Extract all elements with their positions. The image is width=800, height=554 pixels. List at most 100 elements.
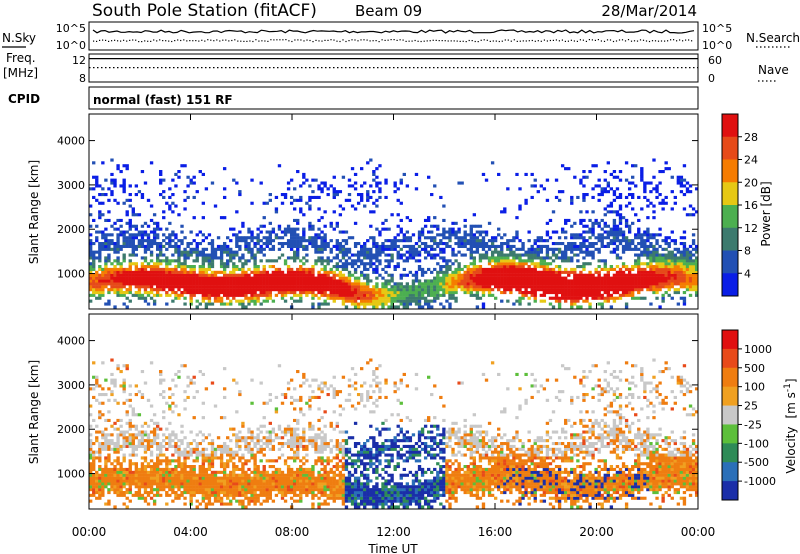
power-cell bbox=[286, 270, 291, 274]
velocity-cell bbox=[113, 444, 117, 448]
power-cell bbox=[560, 282, 565, 286]
power-cell bbox=[679, 270, 684, 274]
velocity-cell bbox=[137, 439, 142, 443]
power-cell bbox=[469, 293, 473, 297]
power-cell bbox=[332, 190, 336, 194]
velocity-cell bbox=[128, 418, 132, 422]
power-cell bbox=[210, 282, 215, 286]
power-cell bbox=[192, 285, 196, 289]
power-cell bbox=[682, 270, 687, 274]
power-cell bbox=[107, 247, 111, 251]
power-cell bbox=[311, 270, 315, 274]
power-cell bbox=[381, 267, 385, 271]
power-cell bbox=[369, 210, 373, 214]
power-cell bbox=[89, 250, 93, 254]
velocity-cell bbox=[134, 433, 139, 437]
power-cell bbox=[366, 282, 370, 286]
power-cell bbox=[195, 244, 199, 248]
power-cell bbox=[442, 288, 446, 292]
power-cell bbox=[618, 204, 623, 208]
power-cell bbox=[646, 233, 650, 237]
nsearch-point bbox=[465, 41, 467, 43]
power-cell bbox=[493, 265, 498, 269]
power-cell bbox=[259, 259, 263, 263]
power-cell bbox=[256, 247, 260, 251]
power-cell bbox=[609, 230, 614, 234]
velocity-cell bbox=[98, 447, 102, 451]
power-cell bbox=[390, 259, 394, 263]
power-cell bbox=[375, 181, 379, 185]
nsearch-point bbox=[381, 39, 383, 41]
power-cell bbox=[649, 302, 653, 306]
power-cell bbox=[360, 253, 364, 257]
power-cell bbox=[411, 291, 416, 295]
power-cell bbox=[168, 221, 172, 225]
power-cell bbox=[481, 244, 486, 248]
power-cell bbox=[493, 279, 498, 283]
nsearch-label: N.Search bbox=[746, 31, 800, 45]
power-cell bbox=[363, 244, 367, 248]
power-cell bbox=[664, 247, 668, 251]
power-cell bbox=[335, 288, 339, 292]
power-cell bbox=[338, 285, 343, 289]
power-cell bbox=[256, 299, 260, 303]
power-cell bbox=[222, 302, 227, 306]
power-cell bbox=[229, 256, 233, 260]
power-cell bbox=[466, 239, 470, 243]
power-cell bbox=[296, 250, 300, 254]
velocity-cell bbox=[119, 447, 123, 451]
power-cell bbox=[694, 244, 699, 248]
velocity-cell bbox=[155, 421, 160, 425]
power-cell bbox=[344, 276, 349, 280]
power-cell bbox=[274, 276, 279, 280]
power-cell bbox=[603, 265, 607, 269]
power-cell bbox=[481, 273, 486, 277]
power-cell bbox=[676, 265, 681, 269]
power-cell bbox=[618, 242, 623, 246]
power-cell bbox=[107, 259, 111, 263]
power-cell bbox=[542, 256, 547, 260]
power-cell bbox=[265, 288, 269, 292]
nsearch-point bbox=[462, 40, 464, 42]
velocity-cell bbox=[168, 436, 172, 440]
power-cell bbox=[640, 167, 644, 171]
power-cell bbox=[658, 265, 662, 269]
power-cell bbox=[229, 279, 233, 283]
power-cell bbox=[634, 244, 638, 248]
nsearch-point bbox=[354, 39, 356, 41]
power-cell bbox=[174, 270, 178, 274]
power-cell bbox=[573, 299, 577, 303]
power-cell bbox=[655, 233, 659, 237]
power-cell bbox=[612, 239, 617, 243]
power-cell bbox=[612, 193, 617, 197]
velocity-cell bbox=[101, 485, 105, 489]
power-cell bbox=[597, 293, 601, 297]
power-cell bbox=[186, 265, 190, 269]
power-cell bbox=[195, 190, 199, 194]
power-cell bbox=[204, 305, 209, 309]
power-cell bbox=[363, 291, 367, 295]
power-cell bbox=[210, 259, 215, 263]
power-cell bbox=[186, 184, 190, 188]
power-cell bbox=[262, 224, 266, 228]
power-cell bbox=[433, 293, 437, 297]
nsearch-point bbox=[165, 40, 167, 42]
power-cell bbox=[609, 187, 614, 191]
power-cell bbox=[670, 262, 674, 266]
power-cell bbox=[518, 273, 522, 277]
velocity-cell bbox=[110, 485, 114, 489]
power-cell bbox=[89, 267, 93, 271]
power-cell bbox=[98, 276, 102, 280]
power-cell bbox=[634, 259, 638, 263]
power-cell bbox=[293, 239, 297, 243]
power-cell bbox=[162, 282, 166, 286]
power-cell bbox=[627, 239, 632, 243]
power-cell bbox=[372, 242, 376, 246]
velocity-cell bbox=[171, 470, 175, 474]
power-cell bbox=[621, 247, 626, 251]
power-cell bbox=[521, 293, 525, 297]
power-cell bbox=[652, 244, 656, 248]
power-cell bbox=[265, 236, 269, 240]
velocity-cell bbox=[104, 427, 108, 431]
